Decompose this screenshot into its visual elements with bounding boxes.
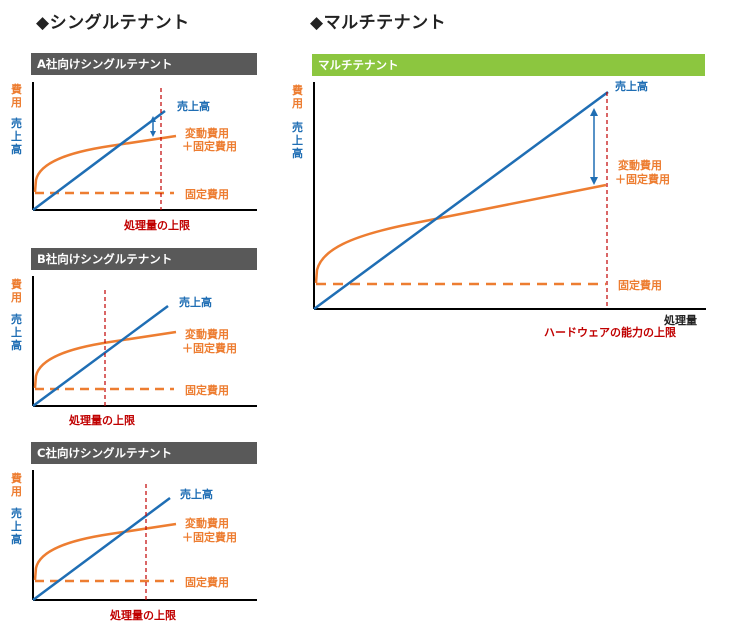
- cost-axis-label: 費: [10, 82, 22, 96]
- panel-a-header: A社向けシングルテナント: [31, 53, 257, 75]
- profit-arrow-head-up: [150, 116, 156, 122]
- variable-cost-label: 変動費用: [618, 158, 662, 172]
- sales-axis-label: 上: [11, 129, 22, 143]
- panel-a-chart: 費 用 売 上 高 売上高 変動費用 ＋固定費用 固定費用 処理量の上限: [10, 82, 257, 232]
- plus-fixed-cost-label: ＋固定費用: [615, 172, 670, 186]
- fixed-cost-label: 固定費用: [185, 187, 229, 201]
- cost-curve: [33, 522, 177, 581]
- cost-axis-label: 費: [10, 471, 22, 485]
- capacity-limit-label: 処理量の上限: [109, 608, 176, 622]
- profit-arrow-head-down: [590, 177, 598, 185]
- sales-axis-label: 売: [11, 506, 22, 520]
- x-axis-label: 処理量: [663, 313, 697, 327]
- cost-axis-label: 用: [11, 485, 22, 498]
- cost-axis-label: 費: [291, 83, 303, 97]
- profit-arrow-head-up: [590, 108, 598, 116]
- variable-cost-label: 変動費用: [185, 327, 229, 341]
- cost-curve: [33, 134, 177, 193]
- fixed-cost-label: 固定費用: [185, 383, 229, 397]
- sales-line: [32, 304, 169, 408]
- plus-fixed-cost-label: ＋固定費用: [182, 139, 237, 153]
- sales-label: 売上高: [179, 295, 212, 309]
- single-tenant-title: ◆シングルテナント: [36, 13, 190, 33]
- sales-axis-label: 上: [292, 133, 303, 147]
- panel-b-header: B社向けシングルテナント: [31, 248, 257, 270]
- sales-line: [313, 90, 609, 311]
- variable-cost-label: 変動費用: [185, 126, 229, 140]
- sales-label: 売上高: [180, 487, 213, 501]
- sales-axis-label: 売: [11, 312, 22, 326]
- cost-axis-label: 用: [11, 291, 22, 304]
- sales-label: 売上高: [615, 79, 648, 93]
- fixed-cost-label: 固定費用: [618, 278, 662, 292]
- sales-axis-label: 上: [11, 519, 22, 533]
- cost-axis-label: 用: [11, 96, 22, 109]
- sales-axis-label: 売: [11, 116, 22, 130]
- sales-axis-label: 上: [11, 325, 22, 339]
- panel-b-chart: 費 用 売 上 高 売上高 変動費用 ＋固定費用 固定費用 処理量の上限: [10, 276, 257, 427]
- capacity-limit-label: 処理量の上限: [123, 218, 190, 232]
- sales-axis-label: 高: [11, 142, 22, 156]
- cost-curve: [33, 330, 177, 389]
- sales-axis-label: 高: [292, 146, 303, 160]
- plus-fixed-cost-label: ＋固定費用: [182, 341, 237, 355]
- cost-curve: [314, 183, 607, 284]
- variable-cost-label: 変動費用: [185, 516, 229, 530]
- sales-line: [32, 496, 171, 602]
- cost-axis-label: 費: [10, 277, 22, 291]
- sales-axis-label: 売: [292, 120, 303, 134]
- panel-c-header: C社向けシングルテナント: [31, 442, 257, 464]
- multi-tenant-chart: 費 用 売 上 高 売上高 変動費用 ＋固定費用 固定費用 処理量 ハードウェア…: [291, 79, 706, 339]
- panel-c-chart: 費 用 売 上 高 売上高 変動費用 ＋固定費用 固定費用 処理量の上限: [10, 470, 257, 622]
- sales-axis-label: 高: [11, 532, 22, 546]
- hardware-limit-label: ハードウェアの能力の上限: [544, 325, 676, 339]
- sales-axis-label: 高: [11, 338, 22, 352]
- sales-label: 売上高: [177, 99, 210, 113]
- capacity-limit-label: 処理量の上限: [68, 413, 135, 427]
- fixed-cost-label: 固定費用: [185, 575, 229, 589]
- multi-tenant-header: マルチテナント: [312, 54, 705, 76]
- multi-tenant-title: ◆マルチテナント: [310, 13, 447, 33]
- sales-line: [32, 110, 166, 211]
- profit-arrow-head-down: [150, 131, 156, 137]
- plus-fixed-cost-label: ＋固定費用: [182, 530, 237, 544]
- cost-axis-label: 用: [292, 97, 303, 110]
